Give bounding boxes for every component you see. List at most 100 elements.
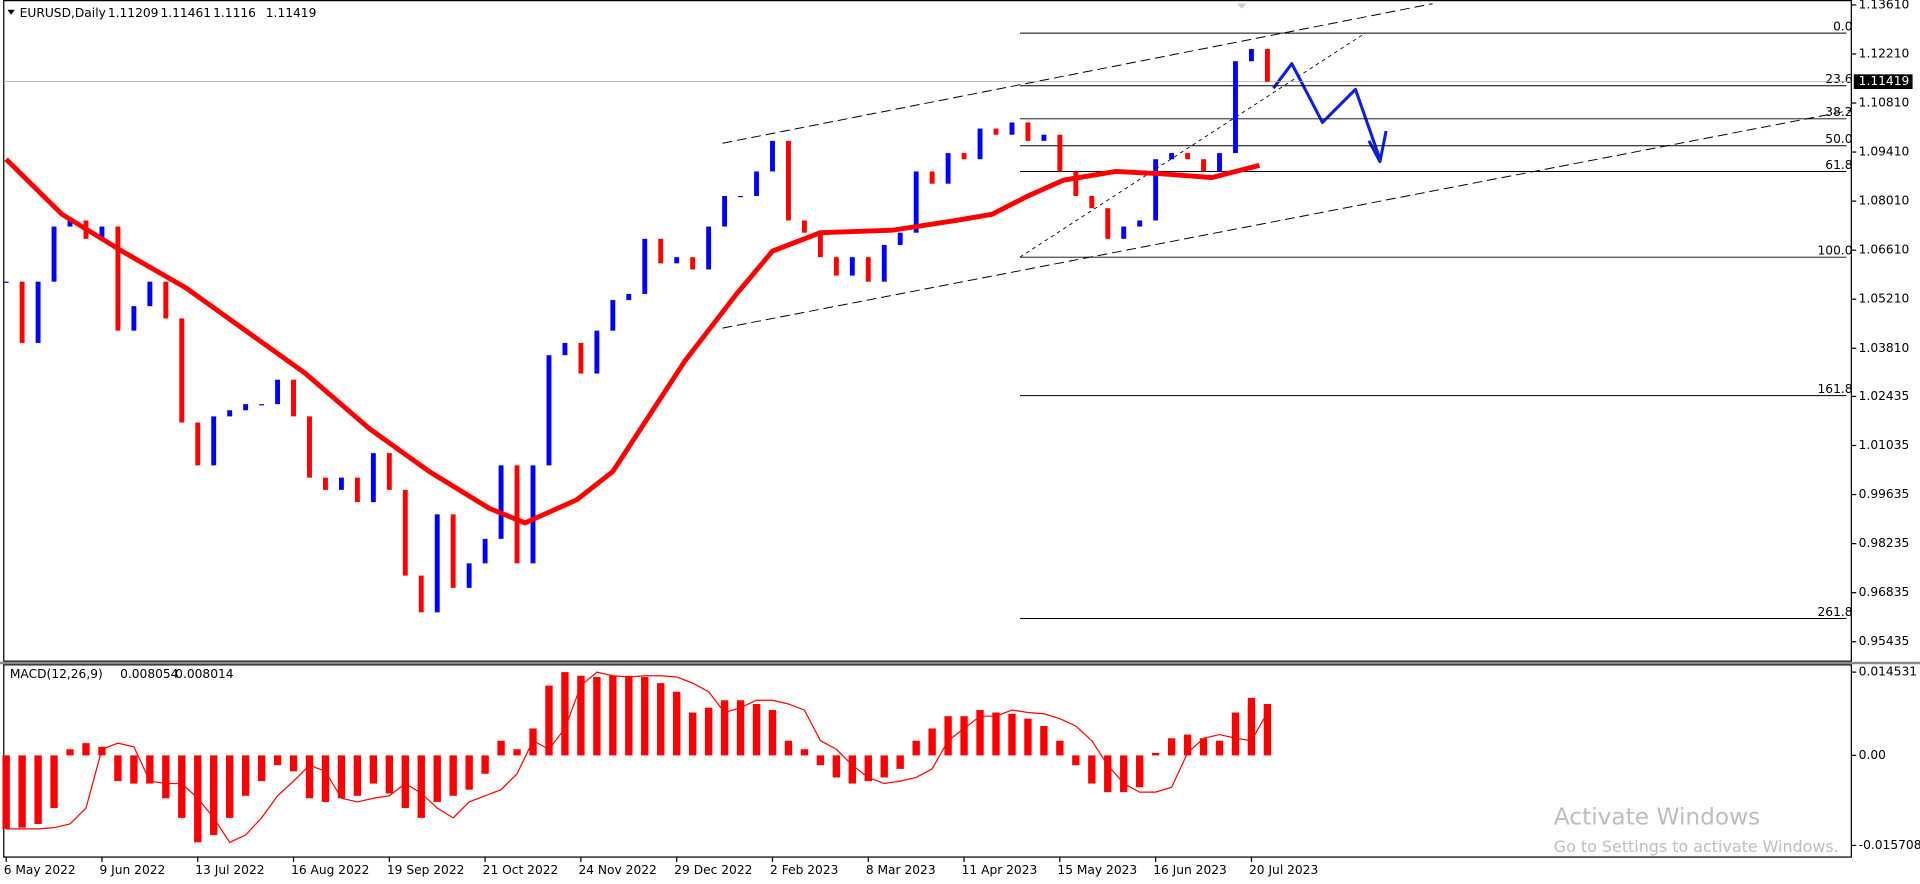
candle	[754, 171, 759, 196]
candle	[498, 465, 504, 539]
header-value: 1.11209	[108, 6, 159, 20]
candle	[514, 465, 520, 564]
macd-bar	[1120, 755, 1128, 793]
candle	[35, 281, 41, 343]
macd-bar	[1088, 755, 1096, 784]
candle	[1153, 159, 1159, 221]
candle	[3, 281, 9, 283]
candle	[770, 140, 775, 172]
main-panel-frame	[3, 0, 1852, 662]
last-price-box	[1853, 74, 1913, 90]
candle	[211, 416, 217, 466]
macd-bar	[1167, 738, 1176, 756]
macd-bar	[928, 728, 936, 756]
x-tick-label: 13 Jul 2022	[195, 863, 264, 877]
macd-bar	[912, 740, 920, 756]
macd-bar	[577, 675, 585, 756]
macd-bar	[1215, 740, 1224, 756]
macd-signal	[6, 671, 1268, 844]
y-tick-label: 0.99635	[1859, 487, 1910, 501]
macd-bar	[1183, 734, 1192, 756]
candle	[1169, 153, 1175, 160]
x-tick-label: 16 Aug 2022	[291, 863, 369, 877]
candle	[1121, 226, 1127, 239]
x-tick-label: 19 Sep 2022	[387, 863, 465, 877]
candle	[530, 465, 536, 564]
macd-bar	[465, 755, 473, 790]
macd-bar	[593, 676, 601, 756]
macd-bar	[305, 755, 314, 799]
candle	[179, 318, 185, 423]
macd-bar	[1231, 712, 1240, 756]
macd-title: MACD(12,26,9)	[10, 667, 103, 681]
menu-arrow	[7, 9, 15, 15]
candle	[402, 489, 408, 576]
candle	[610, 300, 616, 331]
macd-bar	[752, 703, 761, 756]
candle	[338, 477, 344, 490]
header-value: 0.008054	[120, 667, 179, 681]
macd-bar	[896, 755, 904, 769]
macd-bar	[369, 755, 378, 784]
fib-label: 38.2	[1825, 105, 1852, 119]
macd-bar	[673, 691, 681, 756]
x-tick-label: 15 May 2023	[1057, 863, 1137, 877]
candle	[1105, 208, 1111, 239]
macd-bar	[944, 716, 952, 756]
candle	[147, 281, 153, 307]
moving-average	[4, 157, 1261, 526]
candle	[1025, 122, 1031, 141]
last-price-label: 1.11419	[1859, 74, 1910, 88]
candle	[386, 453, 392, 490]
y-tick-label: -0.015708	[1859, 838, 1920, 852]
macd-bar	[273, 755, 282, 766]
y-tick-label: 0.00	[1859, 748, 1886, 762]
x-tick-label: 11 Apr 2023	[962, 863, 1038, 877]
x-tick-label: 20 Jul 2023	[1249, 863, 1318, 877]
macd-bar	[449, 755, 457, 796]
macd-bar	[401, 755, 409, 809]
x-tick-label: 8 Mar 2023	[866, 863, 936, 877]
candle	[658, 238, 664, 264]
macd-bar	[257, 755, 266, 782]
macd-bar	[481, 755, 489, 774]
header-value: 1.11461	[160, 6, 211, 20]
macd-bar	[1199, 738, 1208, 756]
macd-bar	[657, 683, 665, 756]
macd-bar	[162, 755, 170, 799]
candle	[578, 342, 584, 374]
candle	[865, 257, 871, 282]
candle	[323, 477, 328, 490]
macd-bar	[1024, 718, 1032, 756]
candle	[817, 232, 823, 258]
candle	[993, 128, 999, 135]
macd-bar	[976, 710, 984, 756]
fib-label: 23.6	[1825, 72, 1852, 86]
candle	[801, 220, 807, 233]
candle	[1137, 220, 1143, 227]
macd-bar	[625, 675, 633, 756]
candle	[418, 575, 424, 613]
macd-bar	[417, 755, 425, 818]
macd-bar	[848, 755, 856, 784]
candle	[738, 195, 744, 198]
y-tick-label: 1.02435	[1859, 389, 1910, 403]
fib-label: 100.0	[1818, 244, 1853, 258]
macd-bar	[736, 700, 745, 756]
macd-bar	[497, 740, 505, 756]
candle	[961, 153, 967, 160]
macd-bar	[289, 755, 298, 772]
candle	[849, 257, 855, 276]
macd-bar	[1151, 752, 1160, 756]
fib-label: 0.0	[1833, 19, 1852, 33]
macd-bar	[241, 755, 250, 796]
y-tick-label: 1.08010	[1859, 194, 1910, 208]
macd-bar	[816, 755, 825, 766]
macd-bar	[225, 755, 234, 818]
candle	[275, 379, 281, 405]
macd-bar	[1263, 703, 1272, 756]
fib-label: 61.8	[1825, 158, 1852, 172]
candle	[913, 171, 919, 233]
